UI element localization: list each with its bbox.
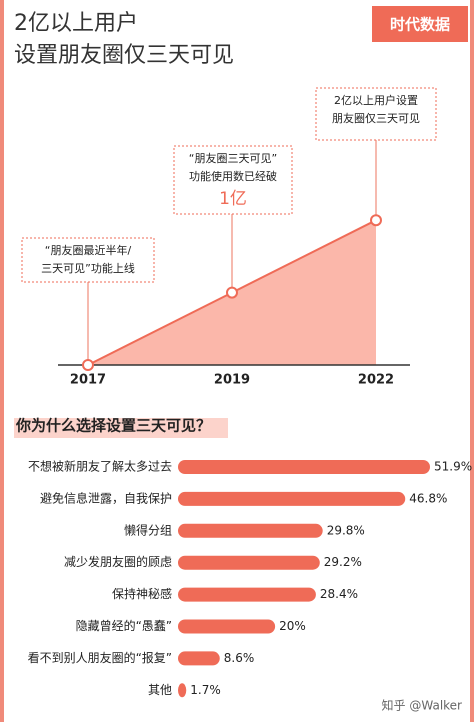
value-label: 29.8%	[327, 523, 365, 537]
annotation-text: “朋友圈最近半年/	[45, 243, 132, 257]
logo: 时代数据	[390, 16, 450, 34]
y-tick-label: 避免信息泄露，自我保护	[40, 490, 172, 505]
bar	[178, 555, 320, 570]
bar	[178, 619, 276, 634]
point	[82, 359, 94, 371]
bar	[178, 460, 430, 474]
annotation-box	[173, 145, 293, 215]
bar	[178, 491, 406, 506]
x-tick-label: 2022	[358, 373, 394, 388]
y-tick-label: 减少发朋友圈的顾虑	[64, 554, 172, 569]
value-label: 29.2%	[324, 555, 362, 569]
annotation-box	[315, 87, 437, 141]
watermark: 知乎 @Walker	[382, 699, 463, 713]
y-tick-label: 保持神秘感	[112, 586, 172, 601]
value-label: 8.6%	[224, 651, 255, 665]
y-tick-label: 隐藏曾经的“愚蠢”	[76, 618, 172, 633]
y-tick-label: 懒得分组	[124, 522, 172, 537]
value-label: 1.7%	[190, 683, 221, 697]
annotation-text: 2亿以上用户设置	[334, 93, 418, 107]
value-label: 51.9%	[434, 460, 472, 474]
logo-box	[372, 6, 468, 42]
x-tick-label: 2019	[214, 373, 250, 388]
value-label: 28.4%	[320, 587, 358, 601]
x-tick-label: 2017	[70, 373, 106, 388]
annotation-text: 三天可见”功能上线	[41, 261, 135, 275]
bar	[178, 587, 316, 602]
annotation-text: 功能使用数已经破	[189, 169, 277, 183]
left-border	[0, 0, 4, 722]
title-line: 2亿以上用户	[14, 11, 138, 36]
value-label: 46.8%	[409, 491, 447, 505]
bar	[178, 683, 187, 698]
annotation-box	[21, 237, 155, 283]
section-title: 你为什么选择设置三天可见？	[15, 417, 211, 435]
right-border	[470, 0, 474, 722]
bar	[178, 523, 323, 538]
y-tick-label: 看不到别人朋友圈的“报复”	[28, 650, 172, 665]
annotation-text: 朋友圈仅三天可见	[332, 111, 420, 125]
y-tick-label: 不想被新朋友了解太多过去	[28, 459, 172, 474]
y-tick-label: 其他	[148, 683, 172, 697]
point	[226, 286, 238, 299]
title-line: 设置朋友圈仅三天可见	[14, 43, 234, 68]
section-highlight	[14, 418, 228, 438]
point	[370, 214, 382, 227]
bar	[178, 651, 220, 666]
annotation-text: 1亿	[219, 189, 247, 209]
value-label: 20%	[279, 619, 306, 633]
annotation-text: “朋友圈三天可见”	[189, 151, 277, 165]
